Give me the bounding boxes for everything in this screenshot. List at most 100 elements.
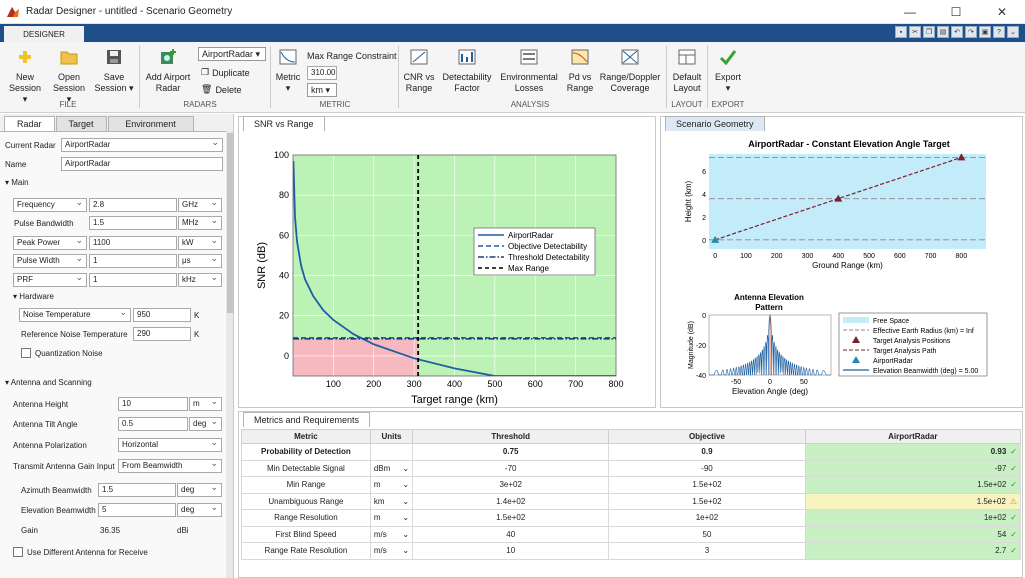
table-row[interactable]: First Blind Speed m/s ⌄ 40 50 54 ✓: [241, 525, 1022, 543]
objective-value[interactable]: 1.5e+02: [608, 476, 806, 494]
table-row[interactable]: Min Detectable Signal dBm ⌄ -70 -90 -97 ✓: [241, 459, 1022, 477]
objective-value[interactable]: -90: [608, 459, 806, 477]
export-button[interactable]: Export ▾: [711, 48, 745, 94]
polarization-select[interactable]: Horizontal: [118, 437, 222, 452]
threshold-value[interactable]: -70: [412, 459, 610, 477]
objective-value[interactable]: 1e+02: [608, 509, 806, 527]
units-select[interactable]: km ⌄: [369, 492, 414, 510]
analysis-detectability-button[interactable]: Detectability Factor: [440, 48, 494, 94]
frequency-input[interactable]: 2.8: [89, 198, 177, 212]
different-antenna-checkbox[interactable]: [13, 547, 23, 557]
pulse-bandwidth-unit[interactable]: MHz: [178, 215, 222, 230]
peak-power-unit[interactable]: kW: [178, 235, 222, 250]
peak-power-select[interactable]: Peak Power: [13, 235, 87, 250]
minimize-icon[interactable]: —: [904, 5, 916, 19]
range-unit-select[interactable]: km ▾: [307, 83, 337, 97]
table-row[interactable]: Range Rate Resolution m/s ⌄ 10 3 2.7 ✓: [241, 542, 1022, 560]
threshold-value[interactable]: 10: [412, 542, 610, 560]
tab-metrics[interactable]: Metrics and Requirements: [243, 412, 371, 427]
units-select[interactable]: m/s ⌄: [369, 525, 414, 543]
table-row[interactable]: Unambiguous Range km ⌄ 1.4e+02 1.5e+02 1.5e+0…: [241, 492, 1022, 510]
pulse-width-unit[interactable]: μs: [178, 253, 222, 268]
analysis-range-doppler-button[interactable]: Range/Doppler Coverage: [598, 48, 662, 94]
objective-value[interactable]: 1.5e+02: [608, 492, 806, 510]
azimuth-beamwidth-input[interactable]: 1.5: [98, 483, 176, 497]
threshold-value[interactable]: 1.5e+02: [412, 509, 610, 527]
legend-box: [473, 227, 596, 276]
objective-value[interactable]: 3: [608, 542, 806, 560]
tab-designer[interactable]: DESIGNER: [4, 26, 84, 42]
properties-scrollbar[interactable]: [226, 131, 233, 578]
noise-temperature-select[interactable]: Noise Temperature: [19, 307, 131, 322]
tab-environment[interactable]: Environment: [107, 116, 194, 131]
maximize-icon[interactable]: ☐: [950, 5, 962, 19]
analysis-cnr-button[interactable]: CNR vs Range: [402, 48, 436, 94]
antenna-height-input[interactable]: 10: [118, 397, 188, 411]
add-airport-radar-button[interactable]: Add Airport Radar: [143, 48, 193, 94]
quick-save-icon[interactable]: ▪: [895, 26, 907, 38]
objective-value[interactable]: 50: [608, 525, 806, 543]
new-session-button[interactable]: New Session ▾: [6, 48, 44, 105]
prf-select[interactable]: PRF: [13, 272, 87, 287]
table-row[interactable]: Min Range m ⌄ 3e+02 1.5e+02 1.5e+02 ✓: [241, 476, 1022, 494]
frequency-unit[interactable]: GHz: [178, 197, 222, 212]
tab-target[interactable]: Target: [55, 116, 107, 131]
pulse-width-select[interactable]: Pulse Width: [13, 253, 87, 268]
units-select[interactable]: m ⌄: [369, 509, 414, 527]
units-select[interactable]: m/s ⌄: [369, 542, 414, 560]
units-select[interactable]: [369, 443, 414, 461]
tilt-input[interactable]: 0.5: [118, 417, 188, 431]
radar-select[interactable]: AirportRadar ▾: [198, 47, 266, 61]
table-row[interactable]: Range Resolution m ⌄ 1.5e+02 1e+02 1e+02 ✓: [241, 509, 1022, 527]
quick-copy-icon[interactable]: ❐: [923, 26, 935, 38]
prf-unit[interactable]: kHz: [178, 272, 222, 287]
tab-snr-vs-range[interactable]: SNR vs Range: [243, 116, 325, 131]
quick-cut-icon[interactable]: ✂: [909, 26, 921, 38]
tab-radar[interactable]: Radar: [4, 116, 55, 131]
close-icon[interactable]: ✕: [996, 5, 1008, 19]
objective-value[interactable]: 0.9: [608, 443, 806, 461]
default-layout-button[interactable]: Default Layout: [670, 48, 704, 94]
analysis-env-losses-button[interactable]: Environmental Losses: [498, 48, 560, 94]
layout-icon[interactable]: ▣: [979, 26, 991, 38]
threshold-value[interactable]: 0.75: [412, 443, 610, 461]
pulse-width-input[interactable]: 1: [89, 254, 177, 268]
ribbon-collapse-icon[interactable]: ⌄: [1007, 26, 1019, 38]
save-session-button[interactable]: Save Session ▾: [94, 48, 134, 94]
pulse-bandwidth-input[interactable]: 1.5: [89, 216, 177, 230]
threshold-value[interactable]: 1.4e+02: [412, 492, 610, 510]
prf-input[interactable]: 1: [89, 273, 177, 287]
undo-icon[interactable]: ↶: [951, 26, 963, 38]
max-range-input[interactable]: 310.00: [307, 66, 337, 80]
threshold-value[interactable]: 3e+02: [412, 476, 610, 494]
noise-temperature-input[interactable]: 950: [133, 308, 191, 322]
gain-input-select[interactable]: From Beamwidth: [118, 458, 222, 473]
tilt-unit[interactable]: deg: [189, 416, 222, 431]
antenna-height-unit[interactable]: m: [189, 396, 222, 411]
ref-noise-input[interactable]: 290: [133, 327, 191, 341]
peak-power-input[interactable]: 1100: [89, 236, 177, 250]
current-radar-select[interactable]: AirportRadar: [61, 137, 223, 152]
units-select[interactable]: m ⌄: [369, 476, 414, 494]
quantization-noise-checkbox[interactable]: [21, 348, 31, 358]
name-input[interactable]: AirportRadar: [61, 157, 223, 171]
frequency-select[interactable]: Frequency: [13, 197, 87, 212]
elevation-beamwidth-input[interactable]: 5: [98, 503, 176, 517]
antenna-section[interactable]: ▾ Antenna and Scanning: [5, 378, 92, 387]
elevation-beamwidth-unit[interactable]: deg: [177, 502, 222, 517]
tab-scenario-geometry[interactable]: Scenario Geometry: [665, 116, 765, 131]
azimuth-beamwidth-unit[interactable]: deg: [177, 482, 222, 497]
metric-button[interactable]: Metric ▾: [273, 48, 303, 94]
help-icon[interactable]: ?: [993, 26, 1005, 38]
hardware-section[interactable]: ▾ Hardware: [13, 292, 54, 301]
table-row[interactable]: Probability of Detection 0.75 0.9 0.93 ✓: [241, 443, 1022, 461]
main-section[interactable]: ▾ Main: [5, 178, 29, 187]
duplicate-button[interactable]: ❐ Duplicate: [201, 67, 250, 78]
units-select[interactable]: dBm ⌄: [369, 459, 414, 477]
analysis-pd-button[interactable]: Pd vs Range: [563, 48, 597, 94]
quick-paste-icon[interactable]: ▤: [937, 26, 949, 38]
threshold-value[interactable]: 40: [412, 525, 610, 543]
delete-button[interactable]: 🗑 Delete: [201, 84, 242, 95]
redo-icon[interactable]: ↷: [965, 26, 977, 38]
open-session-button[interactable]: Open Session ▾: [50, 48, 88, 105]
